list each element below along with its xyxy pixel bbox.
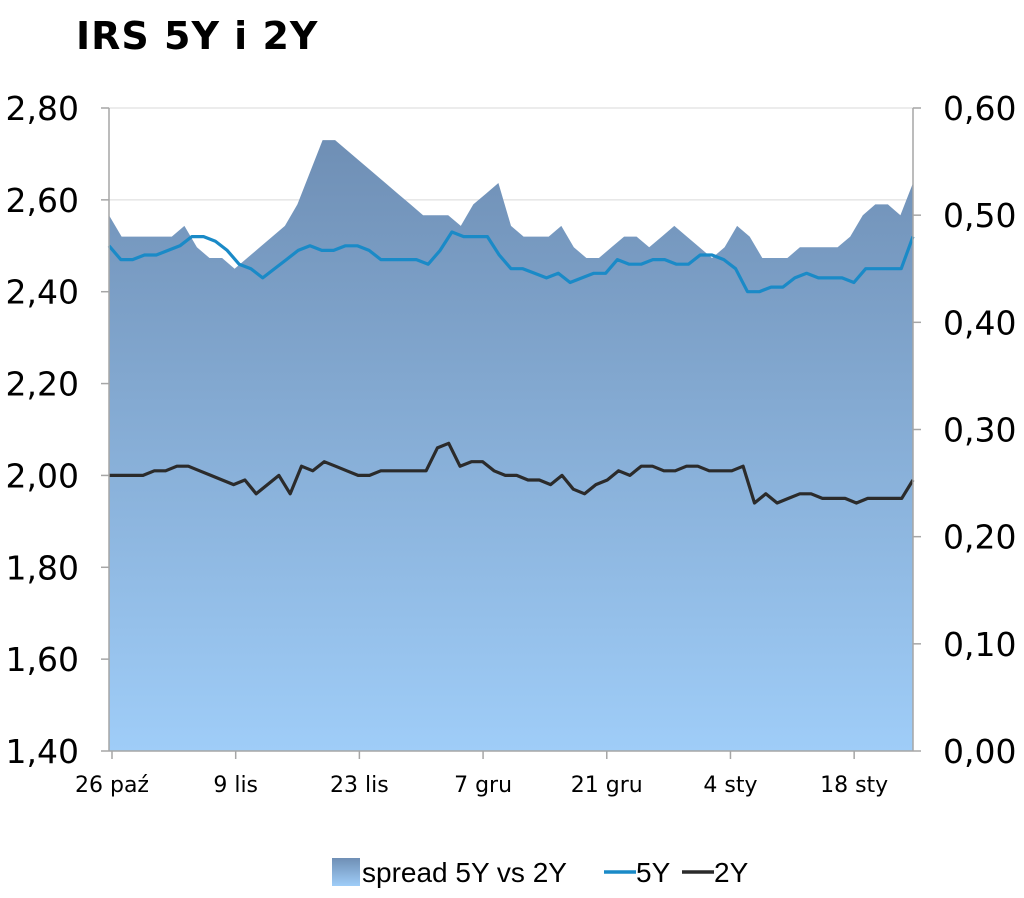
series-line-2y bbox=[109, 441, 915, 505]
y-left-tick-label: 1,80 bbox=[6, 548, 79, 587]
x-tick-label: 21 gru bbox=[571, 773, 643, 798]
y-right-tick-label: 0,30 bbox=[943, 411, 1016, 450]
y-left-tick-label: 2,60 bbox=[6, 181, 79, 220]
legend-label-5y: 5Y bbox=[636, 857, 671, 888]
series-line-5y bbox=[107, 230, 915, 294]
y-left-tick-label: 2,40 bbox=[6, 273, 79, 312]
x-tick-label: 23 lis bbox=[330, 773, 389, 798]
y-right-tick-label: 0,10 bbox=[943, 625, 1016, 664]
y-right-tick-label: 0,40 bbox=[943, 303, 1016, 342]
y-right-tick-label: 0,20 bbox=[943, 518, 1016, 557]
y-right-tick-label: 0,00 bbox=[943, 732, 1016, 771]
x-tick-label: 9 lis bbox=[213, 773, 258, 798]
legend-label-spread: spread 5Y vs 2Y bbox=[362, 857, 567, 888]
legend: spread 5Y vs 2Y 5Y 2Y bbox=[332, 857, 749, 888]
axes: 1,40 1,60 1,80 2,00 2,20 2,40 2,60 2,80 0,00 0,10… bbox=[6, 89, 1017, 798]
y-left-tick-label: 2,20 bbox=[6, 365, 79, 404]
y-left-tick-label: 2,80 bbox=[6, 89, 79, 128]
y-right-tick-label: 0,60 bbox=[943, 89, 1016, 128]
x-tick-label: 4 sty bbox=[703, 773, 757, 798]
line-layer bbox=[107, 230, 915, 505]
y-right-tick-label: 0,50 bbox=[943, 196, 1016, 235]
y-left-tick-label: 1,40 bbox=[6, 732, 79, 771]
legend-swatch-spread bbox=[332, 858, 360, 886]
x-tick-label: 26 paź bbox=[75, 773, 149, 798]
y-left-tick-label: 1,60 bbox=[6, 640, 79, 679]
y-left-tick-label: 2,00 bbox=[6, 456, 79, 495]
chart-title: IRS 5Y i 2Y bbox=[76, 14, 319, 58]
x-tick-label: 7 gru bbox=[454, 773, 512, 798]
spread-area-layer bbox=[109, 140, 913, 752]
legend-label-2y: 2Y bbox=[714, 857, 749, 888]
x-tick-label: 18 sty bbox=[820, 773, 888, 798]
spread-area bbox=[109, 140, 913, 752]
